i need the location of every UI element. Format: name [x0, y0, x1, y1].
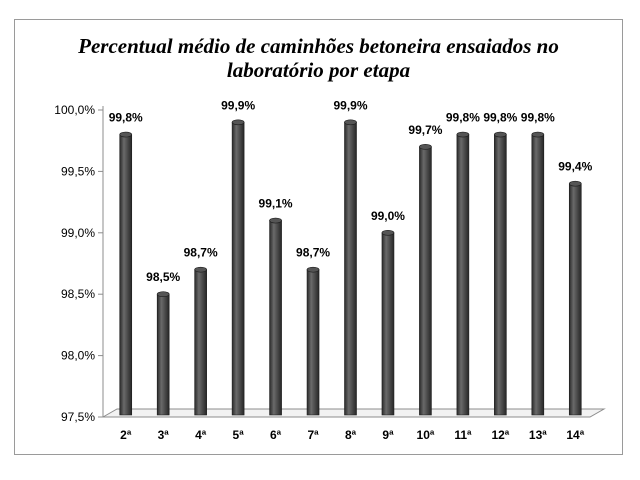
- bar: [419, 146, 432, 416]
- data-label: 99,8%: [483, 111, 517, 125]
- bar-top: [269, 217, 282, 224]
- bar-top: [194, 266, 207, 273]
- x-tick-label: 8ª: [345, 428, 357, 442]
- data-label: 99,9%: [333, 98, 367, 112]
- bar: [494, 134, 507, 416]
- bar: [344, 121, 357, 416]
- labels-layer: 97,5% 98,0% 98,5% 99,0% 99,5% 100,0% 99,8% 2ª 98…: [54, 98, 592, 442]
- bar: [568, 183, 582, 416]
- data-label: 99,4%: [558, 160, 592, 174]
- x-tick-label: 2ª: [120, 428, 132, 442]
- y-tick-label: 98,5%: [61, 287, 95, 301]
- bar: [381, 232, 395, 416]
- bar-top: [381, 230, 395, 236]
- bar: [156, 293, 170, 416]
- bar-top: [419, 144, 432, 150]
- bar-top: [494, 131, 507, 138]
- data-label: 99,1%: [259, 197, 293, 211]
- data-label: 98,7%: [184, 246, 218, 260]
- x-tick-label: 14ª: [566, 428, 584, 442]
- bar-top: [156, 291, 170, 298]
- data-label: 98,5%: [146, 270, 180, 284]
- chart-title: Percentual médio de caminhões betoneira …: [14, 34, 623, 82]
- bar-top: [531, 131, 545, 138]
- data-label: 99,8%: [446, 111, 480, 125]
- x-tick-label: 9ª: [382, 428, 394, 442]
- data-label: 99,9%: [221, 98, 255, 112]
- bar: [269, 220, 282, 416]
- chart-title-line-2: laboratório por etapa: [226, 58, 411, 82]
- y-tick-label: 99,5%: [61, 164, 95, 178]
- bar: [231, 121, 245, 416]
- bar-top: [119, 131, 133, 138]
- x-tick-label: 10ª: [417, 428, 435, 442]
- bar: [531, 134, 545, 416]
- data-label: 99,0%: [371, 209, 405, 223]
- bar: [119, 134, 133, 416]
- bar-top: [456, 131, 470, 138]
- y-tick-label: 99,0%: [61, 226, 95, 240]
- data-label: 98,7%: [296, 246, 330, 260]
- bar: [194, 269, 207, 416]
- chart-title-line-1: Percentual médio de caminhões betoneira …: [78, 34, 559, 58]
- x-tick-label: 6ª: [270, 428, 282, 442]
- bar-top: [344, 119, 357, 126]
- x-tick-label: 4ª: [195, 428, 207, 442]
- y-tick-label: 100,0%: [54, 103, 95, 117]
- y-tick-label: 97,5%: [61, 410, 95, 424]
- x-tick-label: 12ª: [491, 428, 509, 442]
- bar-top: [306, 266, 320, 273]
- x-tick-label: 7ª: [307, 428, 319, 442]
- x-tick-label: 13ª: [529, 428, 547, 442]
- bar-top: [568, 180, 582, 187]
- data-label: 99,7%: [408, 123, 442, 137]
- y-tick-label: 98,0%: [61, 349, 95, 363]
- x-tick-label: 5ª: [233, 428, 245, 442]
- bar-top: [231, 119, 245, 126]
- data-label: 99,8%: [109, 111, 143, 125]
- bar: [456, 134, 470, 416]
- bars-layer: [119, 119, 582, 416]
- bar: [306, 269, 320, 416]
- data-label: 99,8%: [521, 111, 555, 125]
- x-tick-label: 11ª: [454, 428, 472, 442]
- x-tick-label: 3ª: [158, 428, 170, 442]
